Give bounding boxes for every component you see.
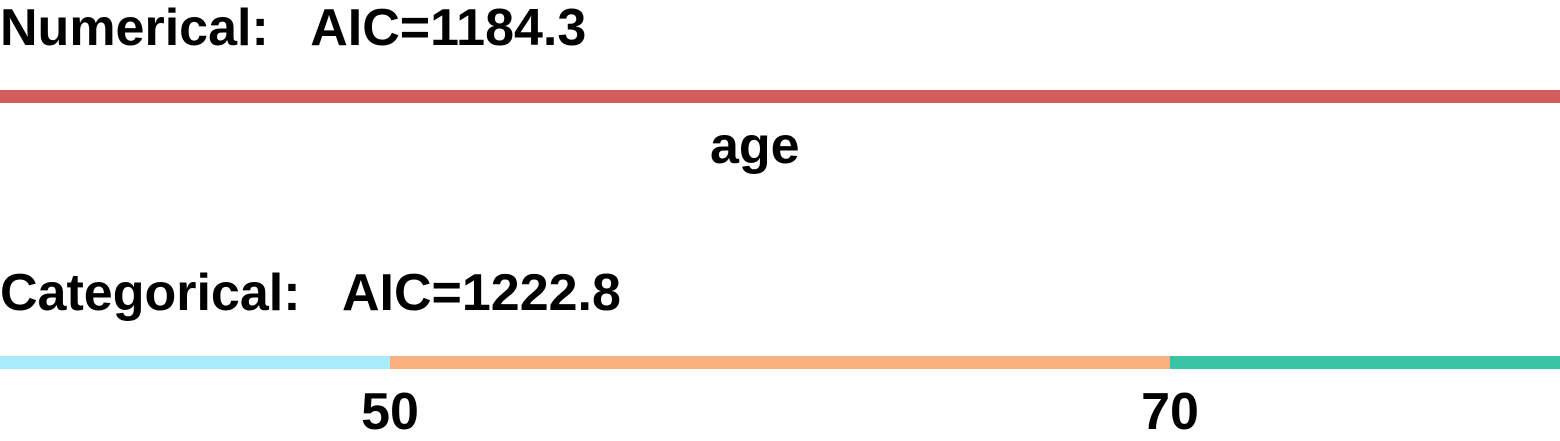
age-axis-label: age	[710, 117, 800, 175]
numerical-aic: AIC=1184.3	[310, 0, 587, 57]
cutpoint-tick-label: 50	[361, 383, 419, 441]
categorical-segment-low	[0, 356, 390, 369]
categorical-segment-high	[1170, 356, 1560, 369]
categorical-heading: Categorical: AIC=1222.8	[0, 267, 621, 319]
numerical-age-bar	[0, 90, 1560, 103]
categorical-segment-mid	[390, 356, 1170, 369]
cutpoint-tick-label: 70	[1141, 383, 1199, 441]
categorical-age-bar	[0, 356, 1560, 369]
categorical-aic: AIC=1222.8	[341, 264, 621, 322]
categorical-label: Categorical:	[0, 264, 301, 322]
numerical-heading: Numerical: AIC=1184.3	[0, 2, 586, 54]
numerical-label: Numerical:	[0, 0, 269, 57]
